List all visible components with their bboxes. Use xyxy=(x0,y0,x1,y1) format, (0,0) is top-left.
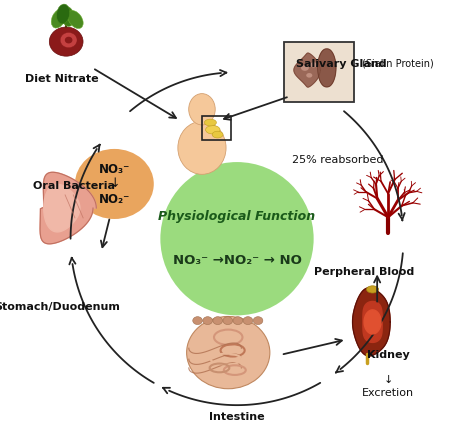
Text: ↓
Excretion: ↓ Excretion xyxy=(362,374,414,398)
Ellipse shape xyxy=(75,149,154,219)
Polygon shape xyxy=(44,184,80,232)
Ellipse shape xyxy=(212,131,223,138)
Text: Intestine: Intestine xyxy=(209,412,265,422)
Text: NO₃⁻: NO₃⁻ xyxy=(99,163,130,176)
Polygon shape xyxy=(318,49,336,87)
Ellipse shape xyxy=(213,317,223,325)
Ellipse shape xyxy=(223,317,233,325)
Text: Perpheral Blood: Perpheral Blood xyxy=(314,267,414,277)
Text: Stomach/Duodenum: Stomach/Duodenum xyxy=(0,302,120,312)
Ellipse shape xyxy=(189,94,215,125)
Ellipse shape xyxy=(310,62,317,67)
Ellipse shape xyxy=(160,162,314,315)
Ellipse shape xyxy=(206,126,220,134)
Text: NO₂⁻: NO₂⁻ xyxy=(99,193,130,206)
Ellipse shape xyxy=(243,317,253,325)
Text: 25% reabsorbed: 25% reabsorbed xyxy=(292,155,383,165)
Ellipse shape xyxy=(193,317,202,325)
Text: Diet Nitrate: Diet Nitrate xyxy=(25,74,99,85)
Ellipse shape xyxy=(366,286,379,293)
Ellipse shape xyxy=(68,11,83,28)
Text: Oral Bacteria: Oral Bacteria xyxy=(33,181,115,191)
Text: NO₃⁻ →NO₂⁻ → NO: NO₃⁻ →NO₂⁻ → NO xyxy=(173,254,301,267)
Ellipse shape xyxy=(56,4,70,24)
Ellipse shape xyxy=(203,317,212,325)
Ellipse shape xyxy=(178,121,226,174)
Ellipse shape xyxy=(306,73,312,78)
Text: Physiological Function: Physiological Function xyxy=(158,210,316,223)
FancyBboxPatch shape xyxy=(284,42,355,102)
Ellipse shape xyxy=(187,316,270,389)
Polygon shape xyxy=(353,288,390,356)
Ellipse shape xyxy=(233,317,243,325)
Polygon shape xyxy=(363,301,382,343)
FancyBboxPatch shape xyxy=(194,110,210,125)
Ellipse shape xyxy=(301,65,309,71)
Ellipse shape xyxy=(204,119,217,126)
Polygon shape xyxy=(294,53,320,87)
Text: Kidney: Kidney xyxy=(367,350,410,360)
Ellipse shape xyxy=(61,7,74,26)
Ellipse shape xyxy=(49,27,83,56)
Text: Salivary Gland: Salivary Gland xyxy=(296,59,387,68)
Polygon shape xyxy=(40,172,96,244)
Text: (Sialin Protein): (Sialin Protein) xyxy=(362,59,434,68)
Polygon shape xyxy=(364,310,381,334)
Ellipse shape xyxy=(253,317,263,325)
Text: ↓: ↓ xyxy=(109,177,119,190)
Ellipse shape xyxy=(51,9,66,28)
Ellipse shape xyxy=(65,37,73,43)
Ellipse shape xyxy=(60,32,77,48)
